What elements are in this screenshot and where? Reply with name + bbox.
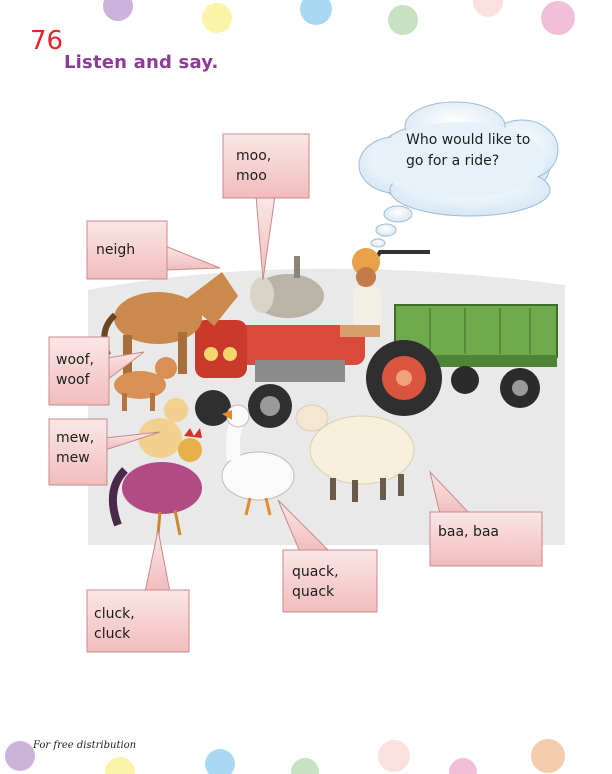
decorative-dots-top xyxy=(103,0,575,35)
label-mew-line-1: mew, xyxy=(56,430,95,446)
page-number: 76 xyxy=(30,26,64,56)
label-quack: quack, quack xyxy=(292,562,339,602)
sheep-illustration xyxy=(295,404,415,502)
label-cluck: cluck, cluck xyxy=(94,604,135,644)
label-quack-line-2: quack xyxy=(292,584,335,600)
horse-illustration xyxy=(101,272,238,375)
label-neigh-line-1: neigh xyxy=(96,242,136,258)
callout-neigh xyxy=(86,220,221,280)
label-mew: mew, mew xyxy=(56,428,94,468)
label-woof-line-2: woof xyxy=(56,372,90,388)
cow-illustration xyxy=(250,256,324,318)
label-moo-line-1: moo, xyxy=(236,148,272,164)
footer-text: For free distribution xyxy=(33,740,137,751)
cat-illustration xyxy=(138,398,188,458)
callout-cluck xyxy=(86,529,190,653)
label-woof: woof, woof xyxy=(56,350,94,390)
label-baa-line-1: baa, baa xyxy=(438,524,499,540)
label-woof-line-1: woof, xyxy=(56,352,94,368)
duck-illustration xyxy=(221,404,295,516)
callout-quack xyxy=(277,499,378,613)
farmer-illustration xyxy=(340,248,381,337)
callout-baa xyxy=(429,470,543,567)
callout-mew xyxy=(48,418,161,486)
rooster-illustration xyxy=(108,428,202,536)
thought-line-1: Who would like to xyxy=(406,132,531,148)
callout-woof xyxy=(48,336,145,406)
label-quack-line-1: quack, xyxy=(292,564,339,580)
decorative-dots-bottom xyxy=(5,739,565,774)
label-moo-line-2: moo xyxy=(236,168,267,184)
page-heading: Listen and say. xyxy=(64,52,219,73)
label-baa: baa, baa xyxy=(438,522,499,542)
label-moo: moo, moo xyxy=(236,146,271,186)
tractor-illustration xyxy=(195,250,442,428)
label-mew-line-2: mew xyxy=(56,450,90,466)
label-cluck-line-2: cluck xyxy=(94,626,131,642)
callout-moo xyxy=(222,133,310,281)
thought-cloud xyxy=(358,101,559,248)
thought-bubble-text: Who would like to go for a ride? xyxy=(406,130,530,172)
label-cluck-line-1: cluck, xyxy=(94,606,135,622)
thought-line-2: go for a ride? xyxy=(406,153,500,169)
dog-illustration xyxy=(114,357,177,411)
label-neigh: neigh xyxy=(96,240,135,260)
